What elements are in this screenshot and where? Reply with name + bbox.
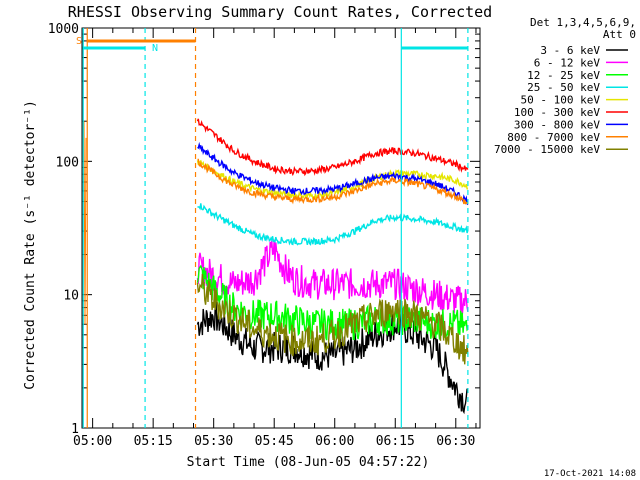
legend-label: 3 - 6 keV bbox=[540, 44, 600, 57]
legend-label: 100 - 300 keV bbox=[514, 106, 600, 119]
x-tick-label: 05:45 bbox=[255, 434, 294, 449]
series-line-8 bbox=[197, 158, 469, 205]
y-tick-label: 1000 bbox=[48, 22, 79, 37]
plot-frame bbox=[81, 27, 481, 429]
x-tick-label: 05:30 bbox=[194, 434, 233, 449]
y-tick-label: 100 bbox=[56, 155, 79, 170]
legend-label: 6 - 12 keV bbox=[534, 56, 601, 69]
timestamp: 17-Oct-2021 14:08 bbox=[544, 469, 636, 479]
series-line-9 bbox=[196, 273, 469, 365]
series-line-2 bbox=[196, 239, 469, 317]
legend-header-line-2: Att 0 bbox=[603, 28, 636, 41]
legend-label: 7000 - 15000 keV bbox=[494, 143, 600, 156]
night-flag-label: N bbox=[152, 43, 158, 54]
saa-flag-label: S bbox=[76, 36, 82, 47]
y-tick-label: 1 bbox=[71, 422, 79, 437]
x-axis-label: Start Time (08-Jun-05 04:57:22) bbox=[187, 455, 430, 470]
series-line-7 bbox=[197, 141, 469, 206]
series-layer bbox=[83, 118, 469, 415]
legend-label: 800 - 7000 keV bbox=[507, 131, 600, 144]
legend-label: 50 - 100 keV bbox=[521, 94, 601, 107]
legend-label: 12 - 25 keV bbox=[527, 69, 600, 82]
x-tick-label: 06:00 bbox=[315, 434, 354, 449]
series-line-4 bbox=[197, 203, 469, 246]
series-line-6 bbox=[196, 118, 469, 177]
legend-label: 300 - 800 keV bbox=[514, 118, 600, 131]
y-tick-label: 10 bbox=[63, 289, 79, 304]
flag-layer: SN bbox=[76, 28, 469, 428]
legend-header-line-1: Det 1,3,4,5,6,9, bbox=[530, 16, 636, 29]
legend-label: 25 - 50 keV bbox=[527, 81, 600, 94]
plot-axes: 1 10 100 1000 05:00 05:15 05:30 05:45 06:00 06:15… bbox=[48, 22, 481, 449]
x-tick-label: 05:00 bbox=[73, 434, 112, 449]
chart-title: RHESSI Observing Summary Count Rates, Co… bbox=[68, 3, 492, 21]
x-tick-label: 06:30 bbox=[436, 434, 475, 449]
series-line-1 bbox=[196, 301, 469, 415]
y-axis-label: Corrected Count Rate (s⁻¹ detector⁻¹) bbox=[23, 100, 38, 390]
early-data-spike bbox=[83, 121, 87, 325]
x-tick-label: 06:15 bbox=[376, 434, 415, 449]
x-tick-label: 05:15 bbox=[134, 434, 173, 449]
